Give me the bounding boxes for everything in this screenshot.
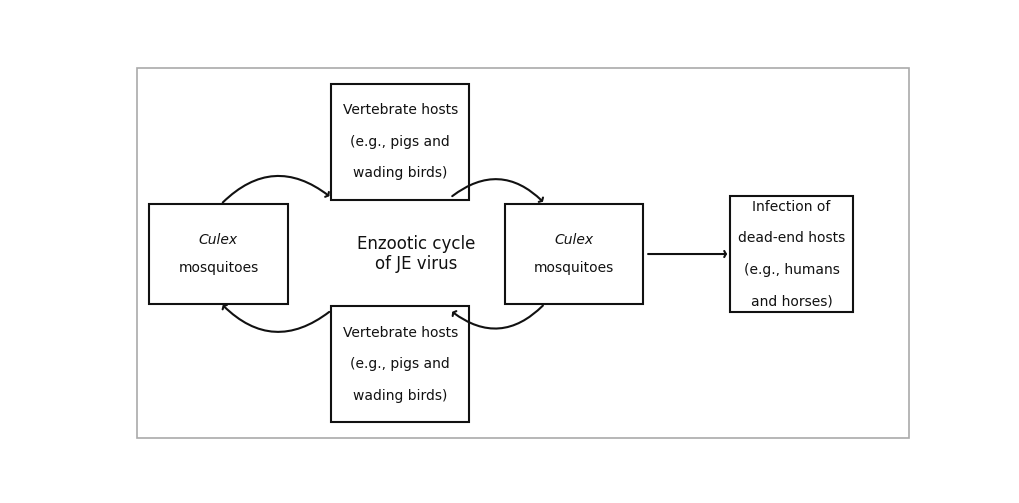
FancyBboxPatch shape xyxy=(504,204,643,304)
Text: and horses): and horses) xyxy=(750,294,832,308)
Text: (e.g., humans: (e.g., humans xyxy=(743,263,839,277)
FancyBboxPatch shape xyxy=(149,204,287,304)
Text: wading birds): wading birds) xyxy=(353,389,447,403)
Text: Enzootic cycle
of JE virus: Enzootic cycle of JE virus xyxy=(357,234,475,274)
FancyBboxPatch shape xyxy=(331,306,469,423)
Text: Culex: Culex xyxy=(554,233,593,247)
Text: Culex: Culex xyxy=(199,233,237,247)
Text: dead-end hosts: dead-end hosts xyxy=(737,231,845,245)
Text: (e.g., pigs and: (e.g., pigs and xyxy=(350,135,449,149)
FancyBboxPatch shape xyxy=(331,83,469,200)
Text: (e.g., pigs and: (e.g., pigs and xyxy=(350,358,449,371)
FancyBboxPatch shape xyxy=(730,196,852,312)
Text: wading birds): wading birds) xyxy=(353,166,447,180)
Text: Vertebrate hosts: Vertebrate hosts xyxy=(342,326,458,340)
Text: Vertebrate hosts: Vertebrate hosts xyxy=(342,103,458,117)
Text: mosquitoes: mosquitoes xyxy=(178,261,258,275)
Text: Infection of: Infection of xyxy=(752,200,829,214)
Text: mosquitoes: mosquitoes xyxy=(534,261,613,275)
